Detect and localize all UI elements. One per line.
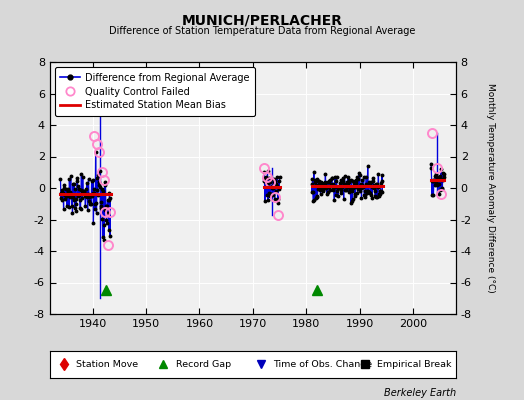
Text: Difference of Station Temperature Data from Regional Average: Difference of Station Temperature Data f… xyxy=(109,26,415,36)
Text: Record Gap: Record Gap xyxy=(176,360,231,369)
Text: Berkeley Earth: Berkeley Earth xyxy=(384,388,456,398)
Y-axis label: Monthly Temperature Anomaly Difference (°C): Monthly Temperature Anomaly Difference (… xyxy=(486,83,495,293)
Legend: Difference from Regional Average, Quality Control Failed, Estimated Station Mean: Difference from Regional Average, Qualit… xyxy=(54,67,255,116)
Text: MUNICH/PERLACHER: MUNICH/PERLACHER xyxy=(181,14,343,28)
Text: Station Move: Station Move xyxy=(76,360,138,369)
Text: Time of Obs. Change: Time of Obs. Change xyxy=(273,360,372,369)
Text: Empirical Break: Empirical Break xyxy=(377,360,451,369)
